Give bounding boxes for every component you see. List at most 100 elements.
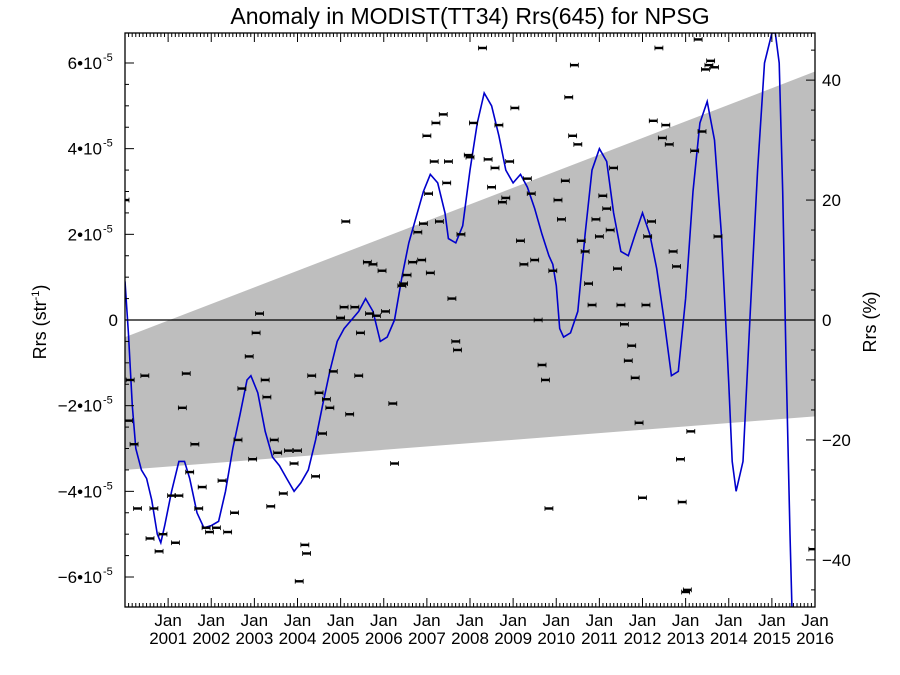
data-point-mark [356, 331, 365, 335]
data-point [284, 448, 293, 454]
x-tick-label-month: Jan [715, 611, 742, 630]
x-tick-label-year: 2001 [149, 629, 187, 648]
data-point [444, 159, 453, 164]
data-point-mark [694, 38, 703, 41]
data-point [339, 304, 349, 310]
data-point [269, 437, 279, 443]
y2-tick-label: 0 [822, 311, 831, 330]
data-point [605, 227, 615, 233]
data-point-mark [464, 153, 473, 157]
data-point-mark [602, 207, 611, 210]
data-point-mark [519, 263, 528, 266]
data-point [149, 506, 159, 511]
x-tick-label-year: 2016 [796, 629, 834, 648]
data-point-mark [456, 233, 465, 236]
data-point-mark [336, 316, 345, 320]
data-point [661, 122, 671, 128]
data-point-mark [561, 179, 570, 182]
data-point [212, 525, 221, 531]
data-point [643, 234, 653, 239]
data-point-mark [146, 537, 155, 540]
data-point [217, 478, 227, 484]
data-point-mark [570, 63, 579, 67]
x-tick-label-year: 2010 [537, 629, 575, 648]
data-point-mark [218, 479, 227, 482]
data-point-mark [419, 222, 428, 225]
data-point [145, 536, 155, 541]
data-point-mark [262, 395, 271, 399]
data-point-mark [595, 235, 604, 238]
data-point [154, 548, 164, 554]
data-point-mark [494, 123, 503, 127]
y-tick-label: 2•10 [68, 225, 102, 244]
data-point-mark [641, 303, 650, 307]
data-point [425, 270, 435, 276]
data-point-mark [698, 130, 707, 133]
x-tick-label-year: 2012 [624, 629, 662, 648]
data-point-mark [171, 541, 180, 544]
data-point [591, 216, 601, 222]
data-point [676, 456, 685, 462]
data-point [177, 405, 187, 411]
data-point [190, 441, 200, 447]
data-point-mark [248, 458, 257, 461]
data-point [314, 390, 324, 396]
data-point [598, 193, 608, 199]
data-point [133, 506, 142, 511]
data-point [248, 456, 258, 462]
data-point-mark [487, 186, 496, 189]
data-point-mark [557, 218, 566, 221]
y-tick-label-exponent: -5 [103, 223, 113, 235]
data-point-mark [350, 305, 359, 309]
data-point-mark [581, 250, 590, 253]
data-point-mark [399, 282, 408, 285]
data-point-mark [149, 507, 158, 510]
data-point [417, 257, 427, 263]
data-point-mark [435, 220, 444, 223]
data-point-mark [523, 177, 532, 180]
data-point-mark [237, 387, 246, 390]
data-point-mark [690, 149, 699, 152]
data-point [442, 180, 452, 186]
data-point [278, 491, 288, 496]
data-point-mark [548, 269, 557, 272]
data-point [526, 191, 536, 197]
data-point-mark [273, 451, 282, 454]
data-point [321, 396, 331, 402]
data-point [453, 347, 462, 353]
data-point-mark [678, 500, 687, 504]
data-point [465, 154, 475, 160]
x-tick-label-month: Jan [758, 611, 785, 630]
data-point [431, 120, 441, 126]
data-point [686, 428, 696, 434]
x-tick-label-month: Jan [198, 611, 225, 630]
x-tick-label-year: 2015 [753, 629, 791, 648]
data-point-mark [261, 378, 270, 382]
data-point [174, 493, 184, 499]
x-tick-label-year: 2005 [322, 629, 360, 648]
data-point [399, 281, 408, 286]
data-point-mark [498, 201, 507, 204]
data-point-mark [573, 143, 582, 146]
x-tick-label-month: Jan [629, 611, 656, 630]
data-point [140, 373, 150, 379]
data-point [354, 373, 364, 379]
data-point-mark [686, 430, 695, 433]
data-point-mark [155, 550, 164, 553]
data-point-mark [403, 273, 412, 277]
data-point-mark [302, 552, 311, 555]
data-point [341, 219, 351, 224]
data-point-mark [340, 305, 349, 309]
data-point-mark [390, 462, 399, 465]
x-tick-label-month: Jan [801, 611, 828, 630]
y-tick-label: 6•10 [68, 54, 102, 73]
data-point-mark [606, 228, 615, 232]
data-point [641, 302, 651, 308]
data-point [564, 94, 574, 100]
data-point [510, 105, 520, 111]
x-tick-label-year: 2004 [279, 629, 317, 648]
data-point-mark [638, 496, 647, 499]
data-point-mark [315, 391, 324, 395]
x-tick-label-month: Jan [241, 611, 268, 630]
data-point-mark [307, 374, 316, 377]
